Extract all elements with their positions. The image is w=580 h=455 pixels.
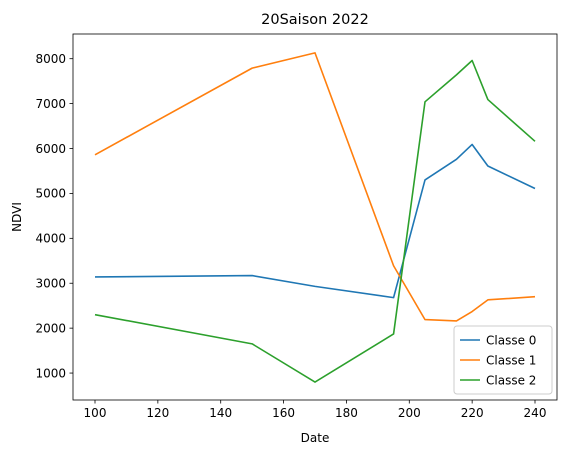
- x-tick-label: 160: [272, 406, 295, 420]
- legend-box: [453, 325, 553, 395]
- y-tick-label: 8000: [35, 52, 66, 66]
- plot-frame: [72, 33, 558, 401]
- y-tick-label: 7000: [35, 97, 66, 111]
- y-tick-label: 4000: [35, 232, 66, 246]
- x-tick-label: 100: [84, 406, 107, 420]
- x-axis-label: Date: [301, 431, 330, 445]
- x-tick-label: 220: [461, 406, 484, 420]
- series-layer: [94, 52, 536, 383]
- x-tick-label: 180: [335, 406, 358, 420]
- series-line-classe-1: [94, 52, 536, 322]
- y-tick-label: 6000: [35, 142, 66, 156]
- y-tick-label: 1000: [35, 366, 66, 380]
- x-axis: 100 120 140 160 180 200 220 240: [84, 400, 547, 420]
- x-tick-label: 240: [524, 406, 547, 420]
- x-tick-label: 140: [209, 406, 232, 420]
- y-tick-label: 5000: [35, 187, 66, 201]
- y-tick-label: 3000: [35, 277, 66, 291]
- y-axis-label: NDVI: [10, 202, 24, 232]
- legend: Classe 0 Classe 1 Classe 2: [453, 325, 553, 395]
- x-tick-label: 120: [146, 406, 169, 420]
- y-axis: 1000 2000 3000 4000 5000 6000 7000 8000: [35, 52, 73, 380]
- series-line-classe-2: [94, 59, 536, 383]
- legend-label: Classe 0: [486, 333, 536, 347]
- series-line-classe-0: [94, 143, 536, 299]
- y-tick-label: 2000: [35, 321, 66, 335]
- chart-title: 20Saison 2022: [261, 12, 369, 28]
- x-tick-label: 200: [398, 406, 421, 420]
- legend-label: Classe 1: [486, 353, 536, 367]
- legend-label: Classe 2: [486, 373, 536, 387]
